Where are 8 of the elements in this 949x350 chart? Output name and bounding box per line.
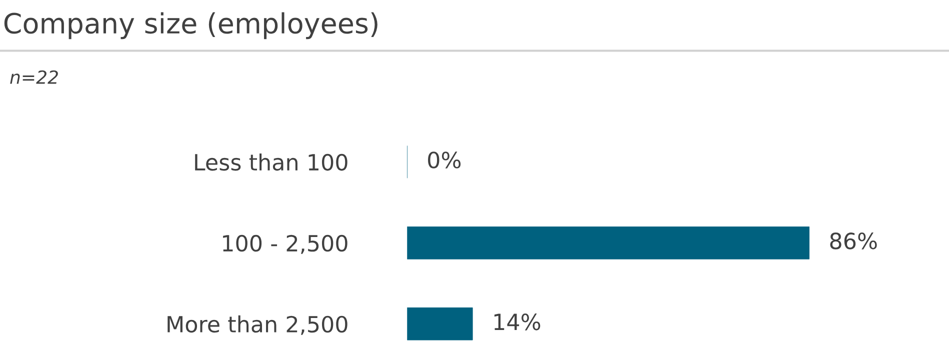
y-tick-label: 100 - 2,500 xyxy=(223,234,348,254)
chart-title: Company size (employees) xyxy=(4,12,378,40)
data-label: 0% xyxy=(428,152,461,168)
text: n=22 xyxy=(10,70,58,84)
y-tick-label: Less than 100 xyxy=(195,153,348,171)
y-tick-label: More than 2,500 xyxy=(168,315,348,335)
data-label: 86% xyxy=(830,232,877,250)
data-label: 14% xyxy=(494,314,540,330)
